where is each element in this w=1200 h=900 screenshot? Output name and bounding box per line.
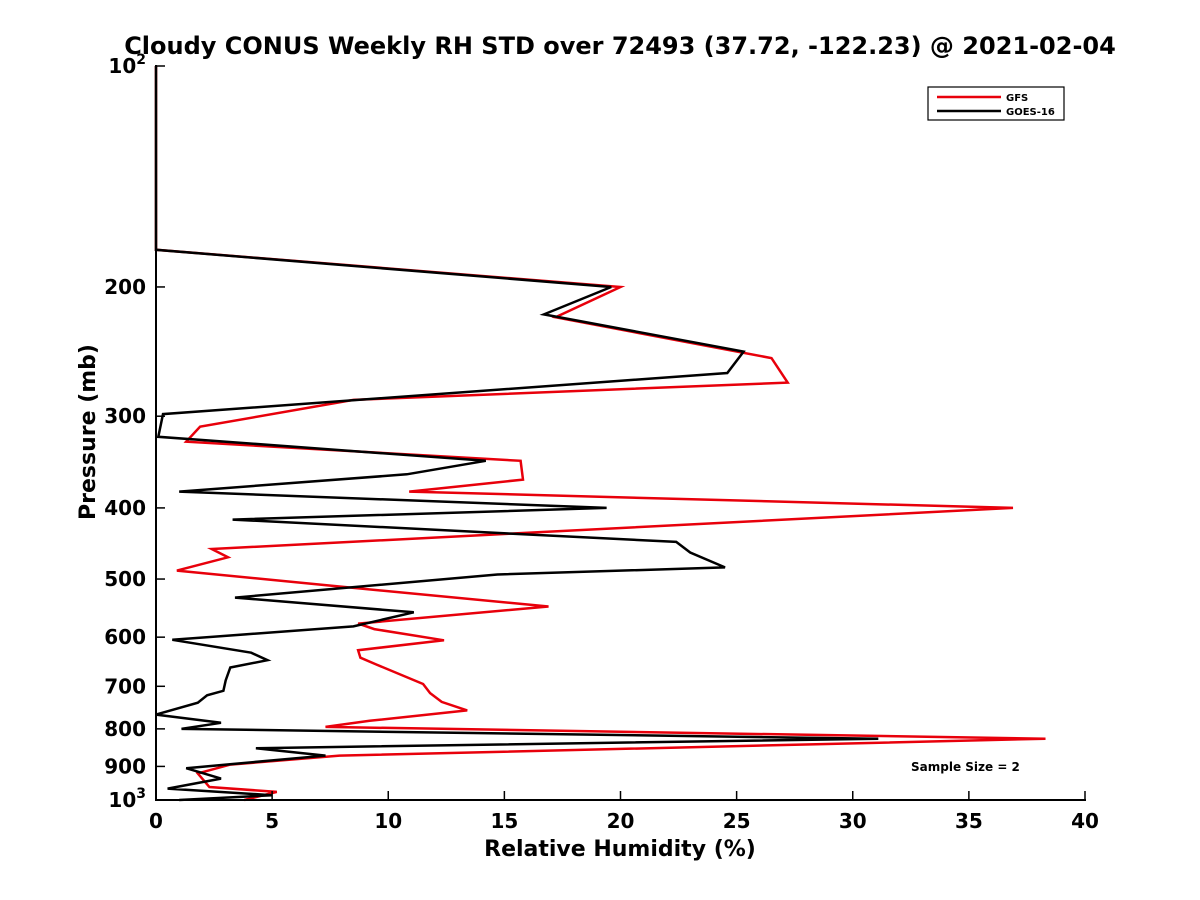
- x-tick-label: 20: [607, 809, 635, 833]
- y-ticks: 102 200 300 400 500 600 700 800 900 103: [104, 52, 165, 812]
- legend-label-gfs: GFS: [1006, 93, 1028, 104]
- x-tick-label: 25: [723, 809, 751, 833]
- y-tick-label: 102: [108, 52, 146, 78]
- x-tick-label: 0: [149, 809, 163, 833]
- y-tick-label: 400: [104, 496, 146, 520]
- y-tick-label: 300: [104, 404, 146, 428]
- x-tick-label: 35: [955, 809, 983, 833]
- x-axis-label: Relative Humidity (%): [484, 837, 756, 862]
- x-tick-label: 40: [1071, 809, 1099, 833]
- y-axis-label: Pressure (mb): [76, 344, 101, 520]
- x-tick-label: 15: [490, 809, 518, 833]
- chart-title: Cloudy CONUS Weekly RH STD over 72493 (3…: [124, 32, 1116, 60]
- y-tick-label: 500: [104, 567, 146, 591]
- sample-size-annotation: Sample Size = 2: [911, 760, 1020, 774]
- series-line-gfs: [154, 66, 1046, 802]
- plot-lines: [154, 66, 1046, 802]
- y-tick-label: 200: [104, 275, 146, 299]
- axes: [155, 65, 1086, 801]
- y-tick-label: 600: [104, 625, 146, 649]
- y-tick-label: 700: [104, 674, 146, 698]
- x-tick-label: 5: [265, 809, 279, 833]
- x-ticks: 0 5 10 15 20 25 30 35 40: [149, 791, 1099, 833]
- y-tick-label: 800: [104, 717, 146, 741]
- y-tick-label: 103: [108, 786, 146, 812]
- series-line-goes-16: [154, 66, 879, 802]
- legend-label-goes16: GOES-16: [1006, 107, 1055, 118]
- legend: GFS GOES-16: [927, 86, 1065, 121]
- y-tick-label: 900: [104, 754, 146, 778]
- x-tick-label: 10: [374, 809, 402, 833]
- legend-box: [927, 86, 1065, 121]
- x-tick-label: 30: [839, 809, 867, 833]
